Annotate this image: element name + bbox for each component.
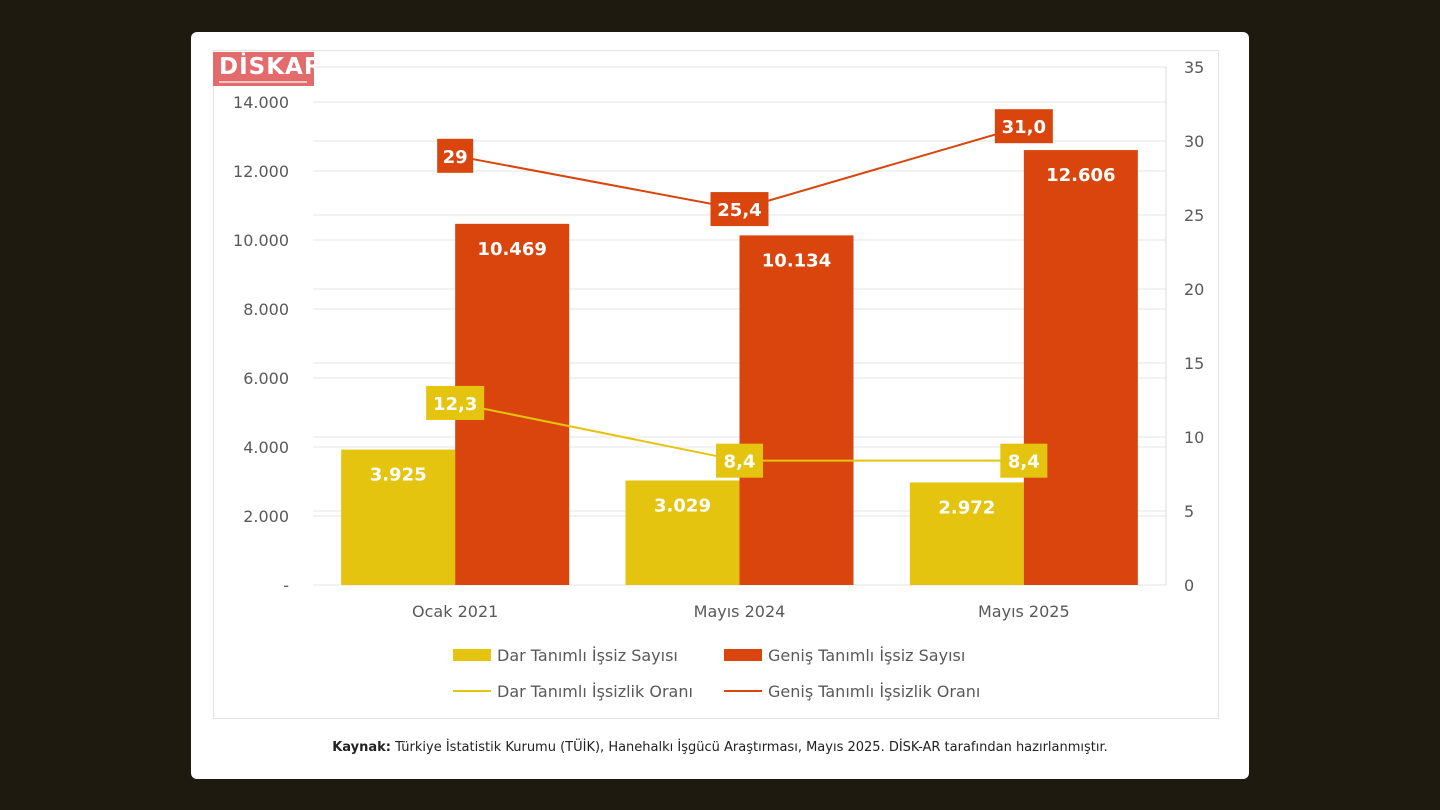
y-left-tick-label: 12.000 <box>233 162 289 181</box>
legend-label: Geniş Tanımlı İşsiz Sayısı <box>768 646 965 665</box>
x-category-label: Mayıs 2024 <box>694 602 786 621</box>
y-right-tick-label: 0 <box>1184 576 1194 595</box>
bar-data-label: 3.925 <box>370 465 427 486</box>
x-category-label: Mayıs 2025 <box>978 602 1070 621</box>
line-data-label: 25,4 <box>717 200 761 221</box>
bar-data-label: 3.029 <box>654 495 711 516</box>
legend-label: Geniş Tanımlı İşsizlik Oranı <box>768 682 980 701</box>
y-right-tick-label: 15 <box>1184 354 1204 373</box>
logo-text: DİSKAR <box>219 54 314 80</box>
line-point-label-box <box>710 192 769 227</box>
line-point-label-box <box>716 443 763 478</box>
line-point-label-box <box>426 385 485 420</box>
legend-label: Dar Tanımlı İşsiz Sayısı <box>497 646 678 665</box>
line-point-label-box <box>994 109 1053 144</box>
logo-subtitle-strip <box>219 81 307 83</box>
bar <box>739 235 854 585</box>
source-label: Kaynak: <box>332 740 391 755</box>
bar-data-label: 10.469 <box>477 239 546 260</box>
legend-swatch <box>453 649 491 661</box>
chart-frame <box>213 50 1219 719</box>
bar <box>1023 150 1138 585</box>
y-right-tick-label: 10 <box>1184 428 1204 447</box>
y-left-tick-label: 4.000 <box>243 438 289 457</box>
bar-data-label: 2.972 <box>938 497 995 518</box>
bar <box>341 449 456 585</box>
legend-label: Dar Tanımlı İşsizlik Oranı <box>497 682 693 701</box>
y-left-tick-label: 8.000 <box>243 300 289 319</box>
legend-swatch <box>724 649 762 661</box>
bar-data-label: 12.606 <box>1046 165 1115 186</box>
y-right-tick-label: 25 <box>1184 206 1204 225</box>
y-left-tick-label: 10.000 <box>233 231 289 250</box>
line-data-label: 31,0 <box>1002 117 1046 138</box>
y-left-tick-label: - <box>283 576 289 595</box>
y-left-tick-label: 14.000 <box>233 93 289 112</box>
line-point-label-box <box>437 138 474 173</box>
bar <box>909 482 1024 585</box>
source-note: Kaynak: Türkiye İstatistik Kurumu (TÜİK)… <box>191 740 1249 755</box>
y-left-tick-label: 6.000 <box>243 369 289 388</box>
line-point-label-box <box>1000 443 1048 478</box>
disk-ar-logo: DİSKAR <box>213 52 314 86</box>
line-data-label: 8,4 <box>1008 452 1040 473</box>
y-right-tick-label: 35 <box>1184 58 1204 77</box>
y-right-tick-label: 30 <box>1184 132 1204 151</box>
y-right-tick-label: 20 <box>1184 280 1204 299</box>
bar-data-label: 10.134 <box>762 250 831 271</box>
source-text: Türkiye İstatistik Kurumu (TÜİK), Haneha… <box>391 740 1108 755</box>
line-data-label: 12,3 <box>433 394 477 415</box>
x-category-label: Ocak 2021 <box>412 602 498 621</box>
y-left-tick-label: 2.000 <box>243 507 289 526</box>
bar <box>625 480 740 585</box>
y-right-tick-label: 5 <box>1184 502 1194 521</box>
line-data-label: 8,4 <box>724 452 756 473</box>
line-data-label: 29 <box>443 147 468 168</box>
